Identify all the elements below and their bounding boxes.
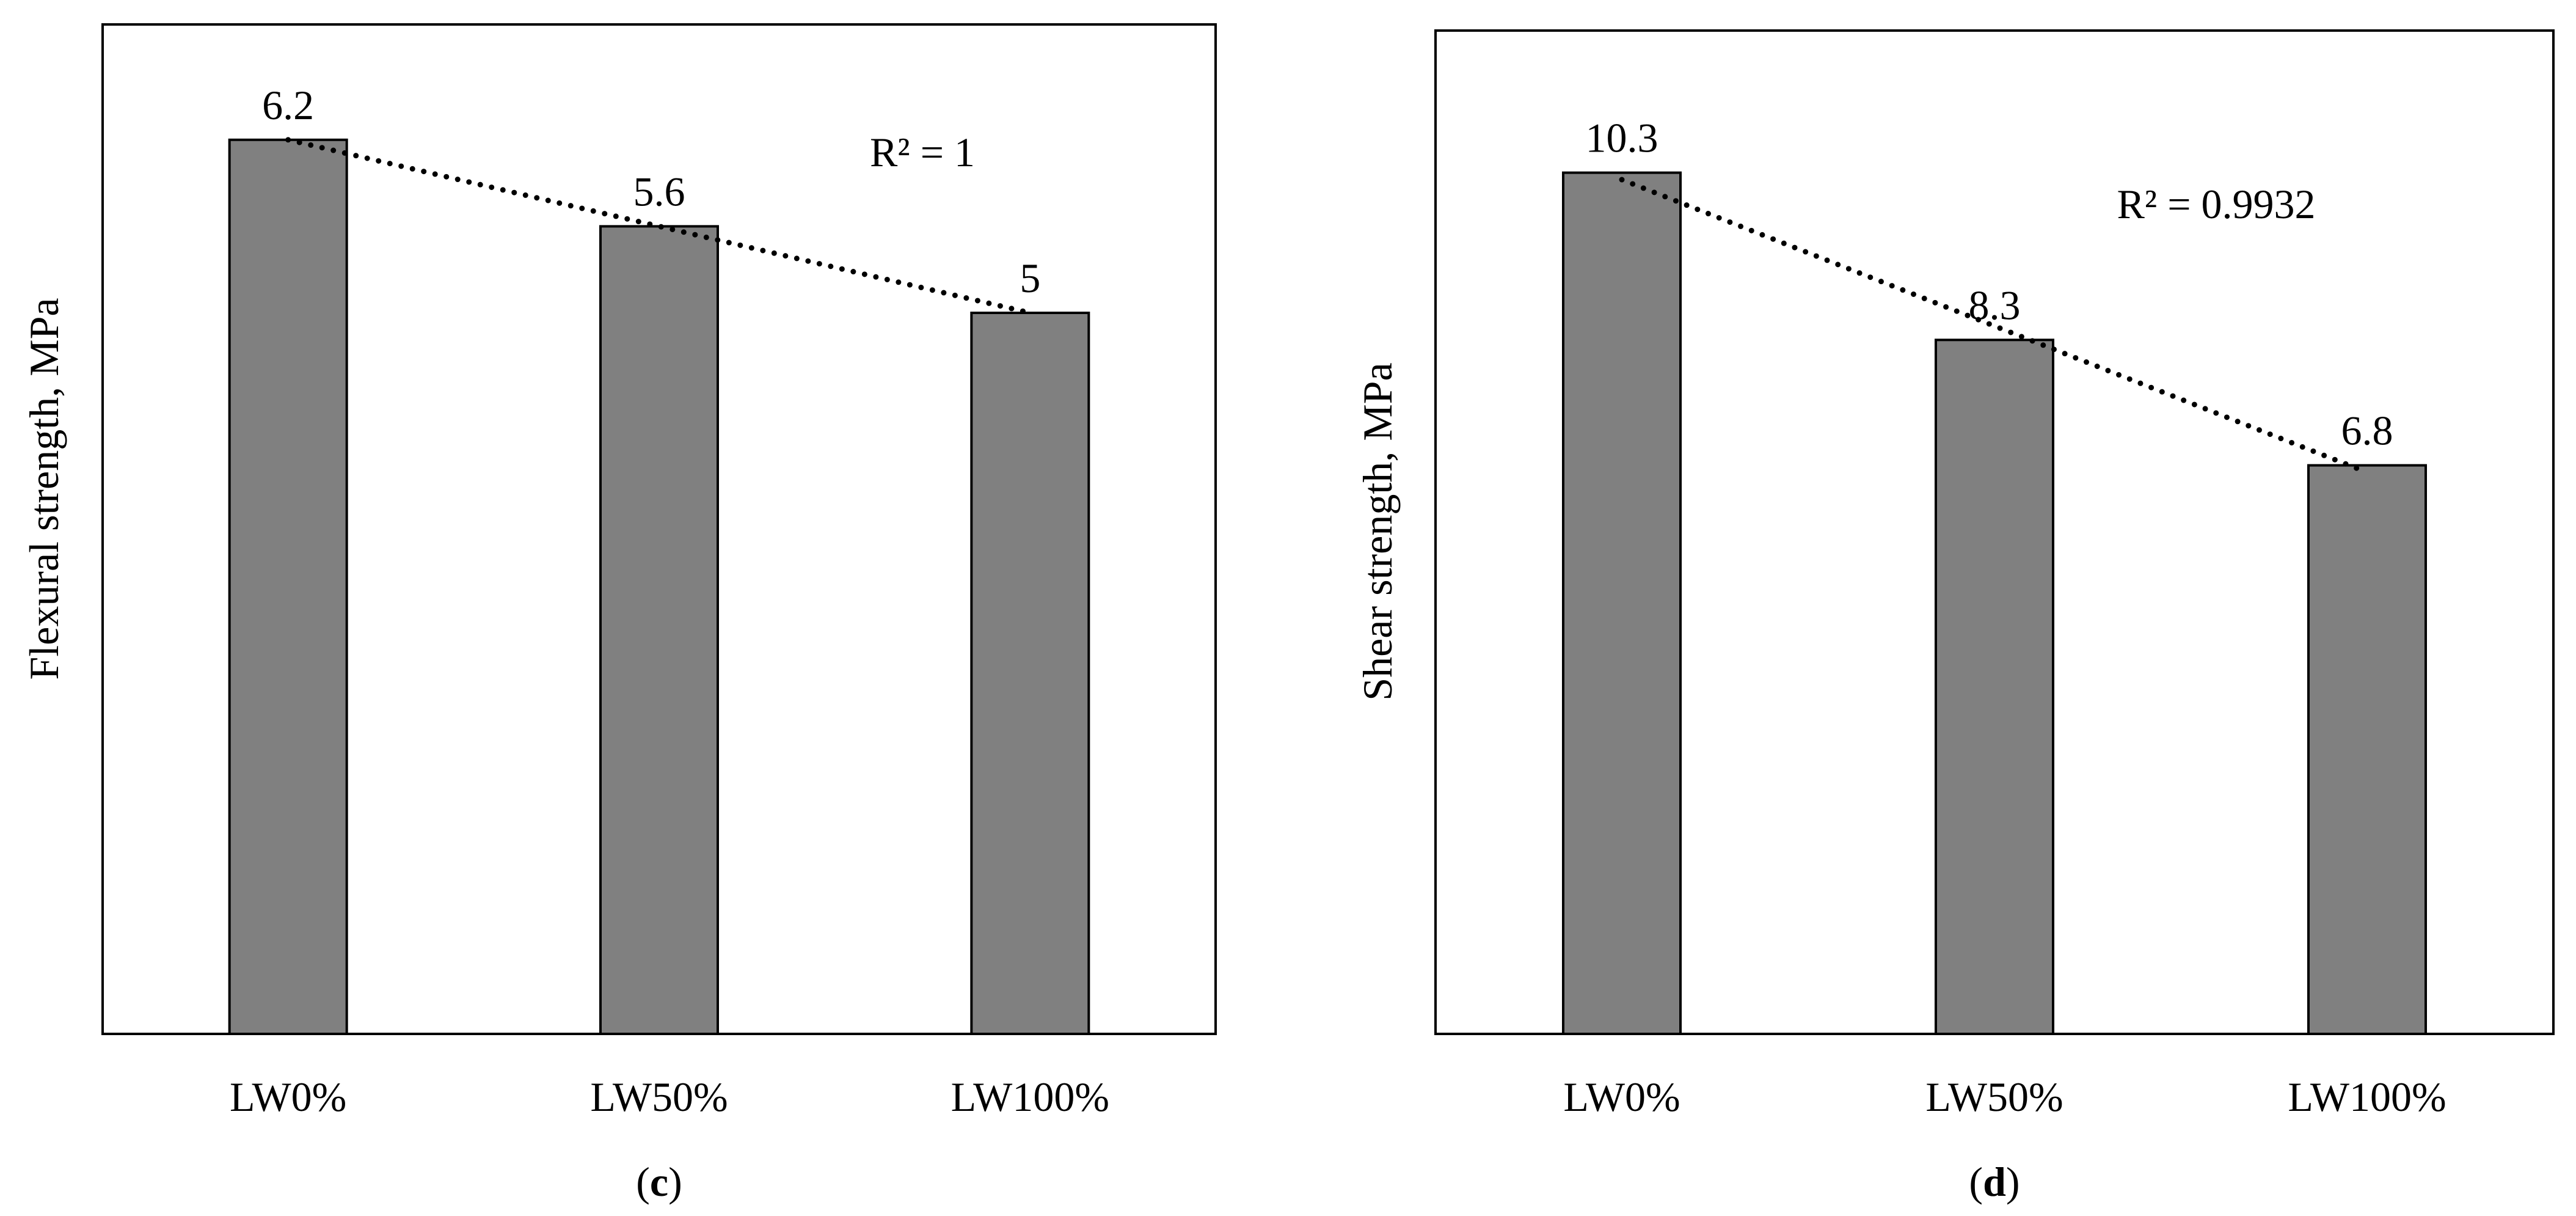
x-tick-label-LW50%: LW50% <box>590 1074 728 1120</box>
caption-open-paren: ( <box>1969 1159 1983 1205</box>
r-squared-annotation: R² = 1 <box>870 129 975 175</box>
trendline <box>285 137 1033 316</box>
bar-LW100% <box>2307 464 2427 1035</box>
r-squared-annotation: R² = 0.9932 <box>2117 181 2315 227</box>
data-label-LW50%: 5.6 <box>633 168 685 214</box>
panel-caption: (d) <box>1969 1159 2020 1205</box>
data-label-LW100%: 5 <box>1020 255 1040 301</box>
data-label-LW50%: 8.3 <box>1969 282 2021 328</box>
bar-LW100% <box>970 312 1090 1035</box>
data-label-LW0%: 6.2 <box>262 82 314 128</box>
panel-caption: (c) <box>636 1159 682 1205</box>
caption-close-paren: ) <box>668 1159 682 1205</box>
bar-LW50% <box>599 225 719 1035</box>
x-tick-label-LW100%: LW100% <box>951 1074 1109 1120</box>
bar-LW0% <box>228 138 348 1035</box>
chart-panel-c: 6.2 5.6 5 LW0% LW50% LW100% Flexural strength,… <box>21 23 1217 1205</box>
x-tick-label-LW0%: LW0% <box>1563 1074 1680 1120</box>
x-tick-label-LW0%: LW0% <box>230 1074 346 1120</box>
data-label-LW100%: 6.8 <box>2341 408 2393 454</box>
data-label-LW0%: 10.3 <box>1586 115 1658 161</box>
x-tick-label-LW100%: LW100% <box>2288 1074 2446 1120</box>
chart-panel-d: 10.3 8.3 6.8 LW0% LW50% LW100% Shear strength,… <box>1354 29 2555 1205</box>
caption-letter: d <box>1983 1159 2006 1205</box>
y-axis-title: Flexural strength, MPa <box>21 298 67 679</box>
x-tick-label-LW50%: LW50% <box>1925 1074 2063 1120</box>
caption-open-paren: ( <box>636 1159 650 1205</box>
bar-LW50% <box>1935 339 2054 1035</box>
bar-LW0% <box>1562 171 1682 1035</box>
caption-letter: c <box>650 1159 668 1205</box>
y-axis-title: Shear strength, MPa <box>1354 362 1401 700</box>
caption-close-paren: ) <box>2006 1159 2020 1205</box>
